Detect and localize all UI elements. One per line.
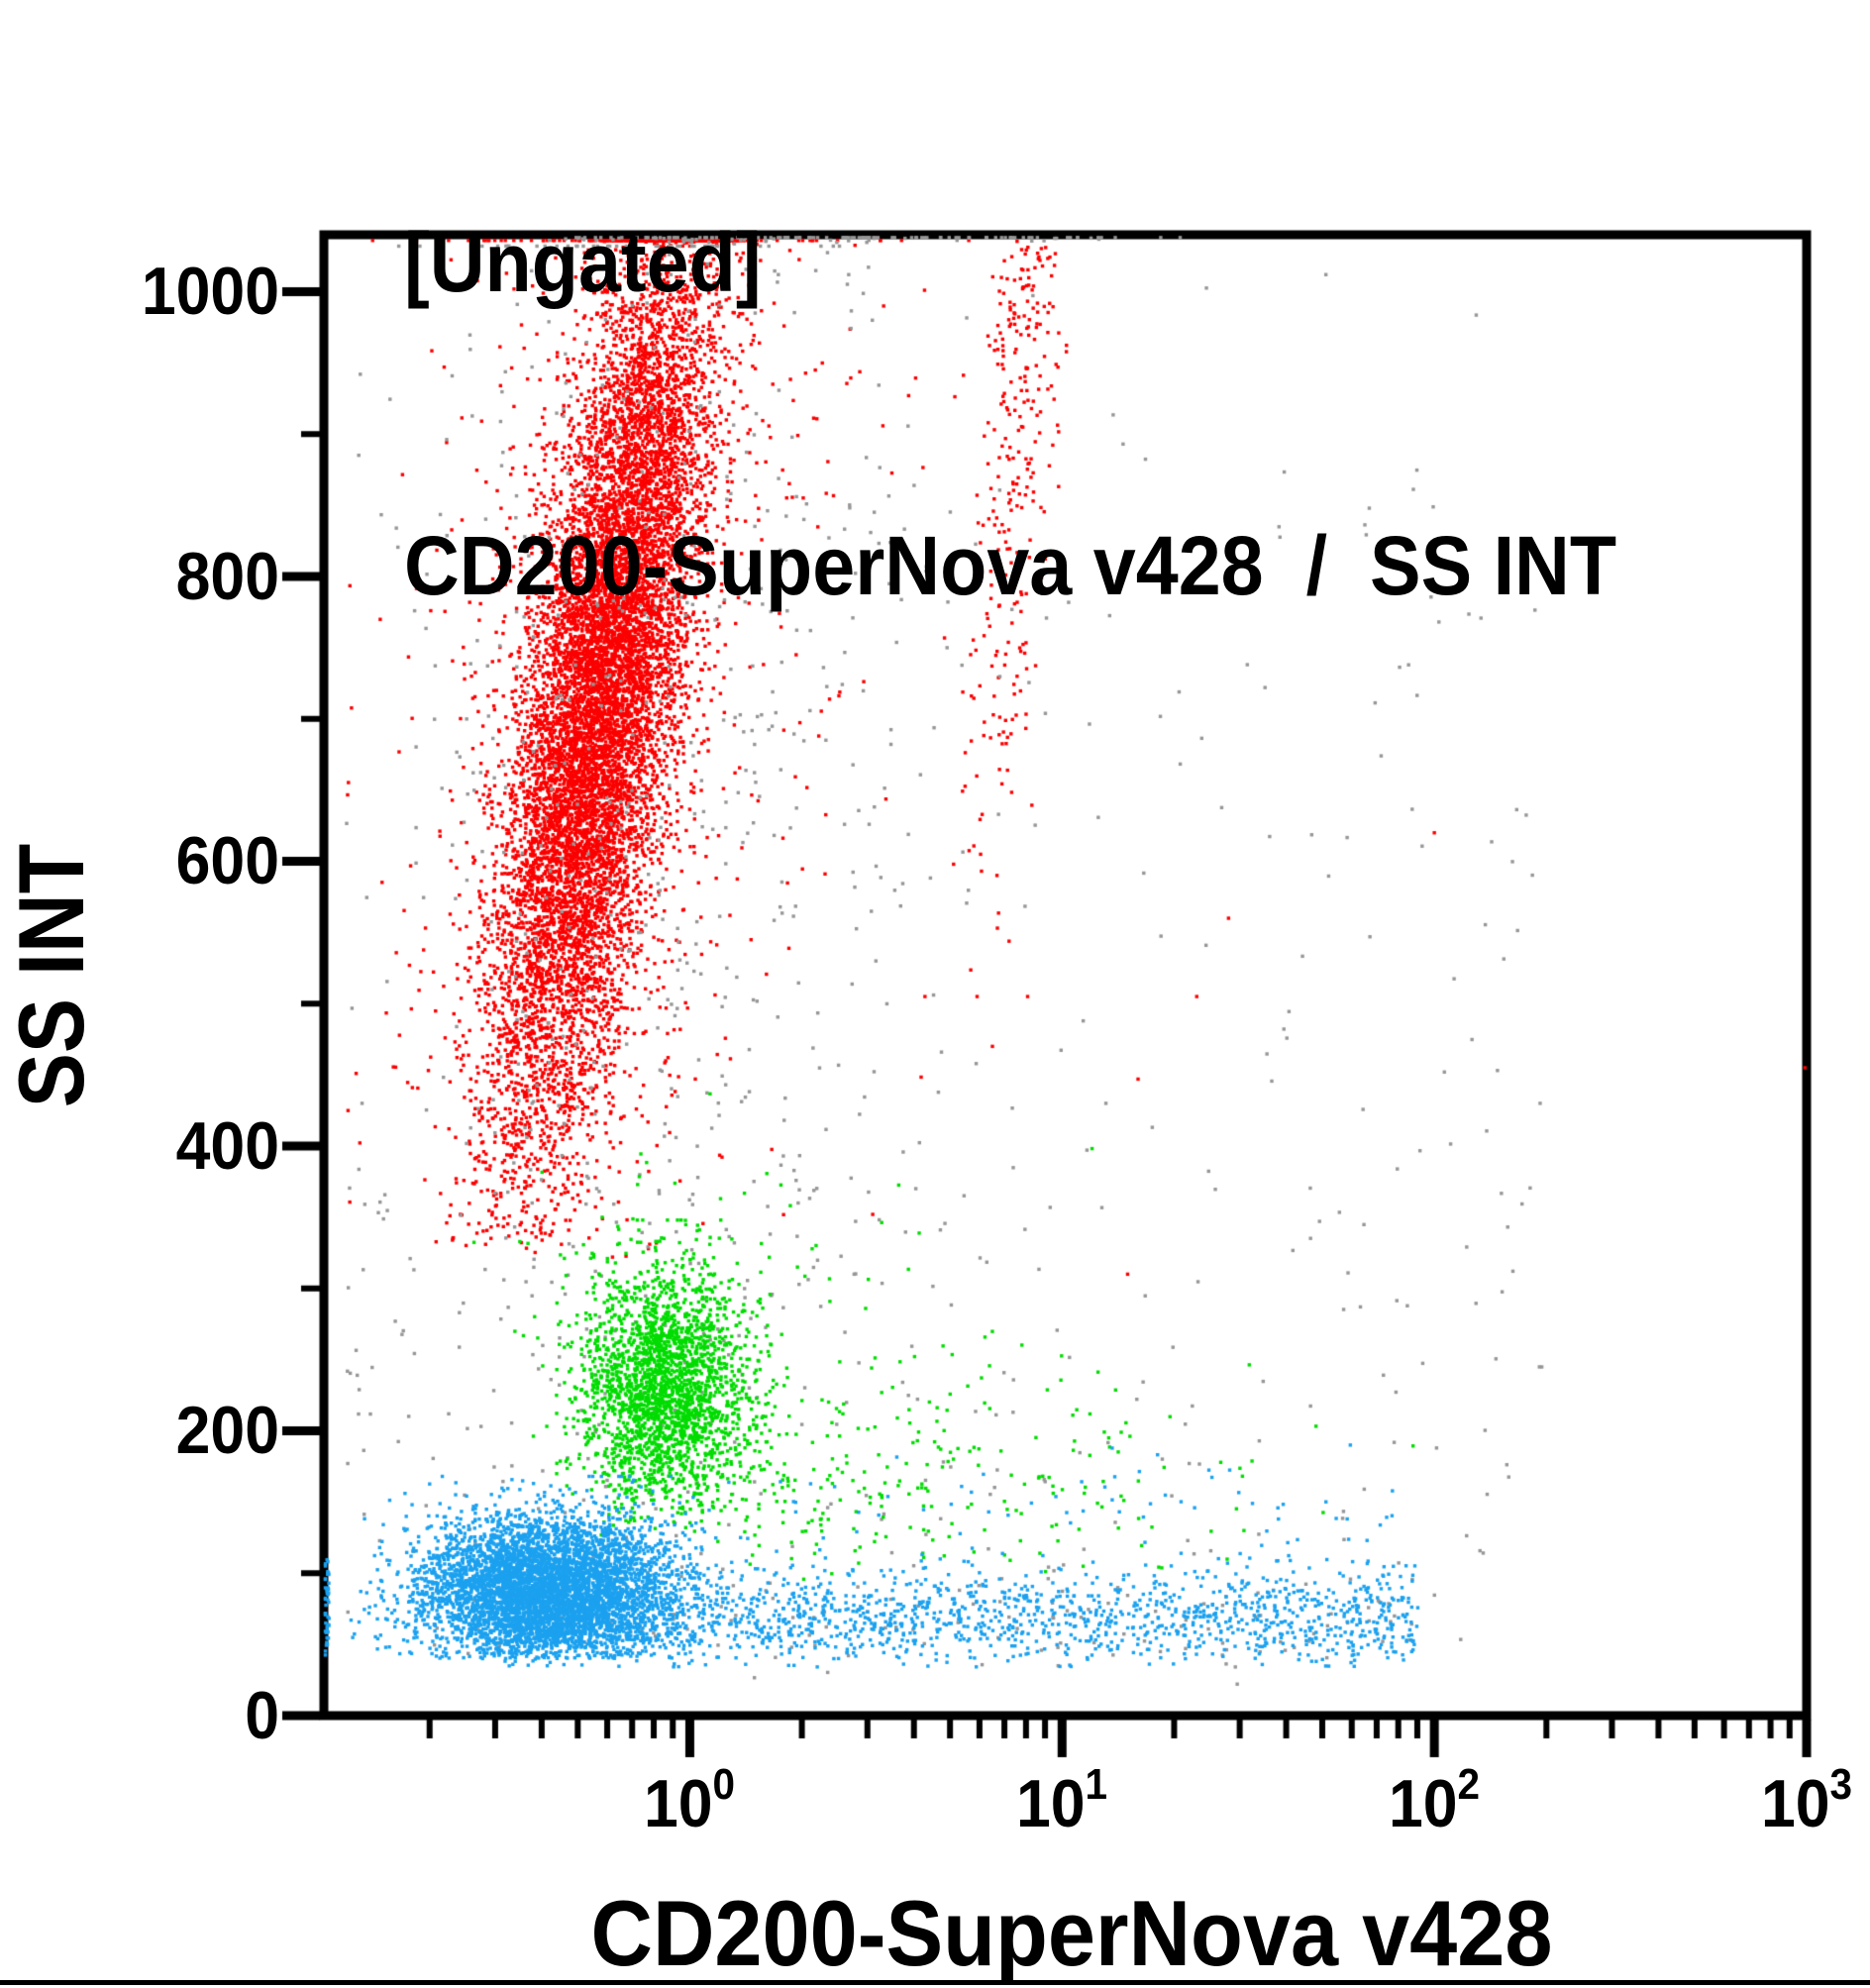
- x-tick-exponent: 2: [1457, 1760, 1481, 1810]
- x-tick-base: 10: [1760, 1766, 1830, 1841]
- figure-bottom-border: [0, 1980, 1870, 1985]
- x-tick-label-1e3: 103: [1698, 1761, 1870, 1846]
- x-tick-label-1e2: 102: [1325, 1761, 1544, 1846]
- plot-title: [Ungated] CD200-SuperNova v428 / SS INT: [404, 10, 1616, 818]
- y-tick-label-400: 400: [175, 1108, 279, 1184]
- y-tick-label-0: 0: [245, 1678, 279, 1753]
- plot-title-parameters: CD200-SuperNova v428 / SS INT: [404, 519, 1617, 612]
- plot-title-gate: [Ungated]: [404, 216, 762, 309]
- x-tick-exponent: 3: [1829, 1760, 1853, 1810]
- y-tick-label-800: 800: [175, 539, 279, 614]
- x-tick-base: 10: [643, 1766, 713, 1841]
- y-tick-label-1000: 1000: [141, 254, 279, 329]
- x-tick-exponent: 1: [1085, 1760, 1108, 1810]
- x-tick-label-1e0: 100: [580, 1761, 799, 1846]
- x-axis-label: CD200-SuperNova v428: [590, 1881, 1553, 1985]
- x-tick-exponent: 0: [712, 1760, 736, 1810]
- y-tick-label-200: 200: [175, 1393, 279, 1468]
- x-tick-base: 10: [1015, 1766, 1086, 1841]
- y-tick-label-600: 600: [175, 823, 279, 898]
- x-tick-base: 10: [1388, 1766, 1458, 1841]
- x-tick-label-1e1: 101: [953, 1761, 1172, 1846]
